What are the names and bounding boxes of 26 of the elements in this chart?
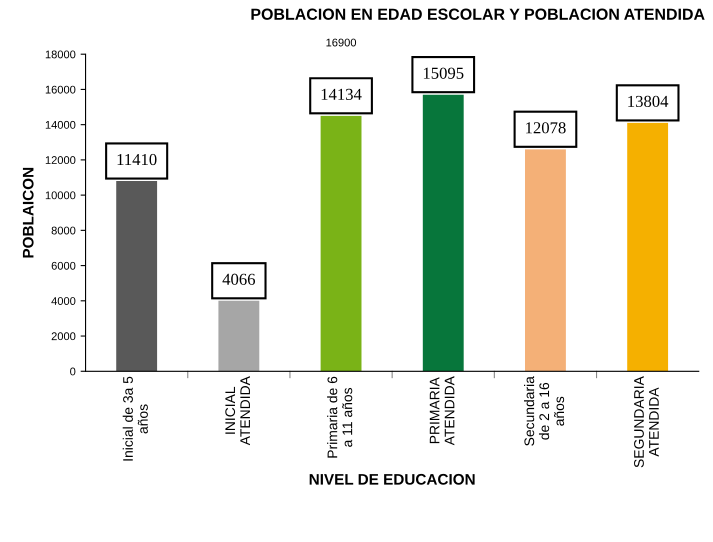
y-tick-label: 16000: [46, 86, 76, 94]
x-tick-label: SEGUNDARIA ATENDIDA: [634, 376, 659, 468]
text: 16900: [326, 38, 356, 46]
y-tick-label: 12000: [46, 156, 76, 164]
y-tick-label: 8000: [52, 226, 76, 234]
x-tick-label: Inicial de 3a 5 años: [122, 376, 148, 461]
y-tick-label: 10000: [46, 191, 76, 200]
y-tick-label: 0: [70, 368, 76, 376]
annotation: 4066: [222, 274, 256, 285]
annotation: 11410: [118, 154, 157, 166]
annotation: 13804: [628, 96, 668, 108]
x-tick-label: Primaria de 6 a 11 años: [327, 376, 352, 458]
y-axis-title: POBLAICON: [22, 168, 34, 258]
y-tick-label: 14000: [46, 120, 76, 129]
annotation: 14134: [322, 88, 362, 100]
x-tick-label: Secundaria de 2 a 16 años: [524, 376, 564, 446]
annotation: 12078: [526, 122, 566, 134]
y-tick-label: 18000: [46, 50, 76, 58]
x-tick-label: PRIMARIA ATENDIDA: [430, 376, 454, 446]
annotation: 15095: [424, 68, 464, 79]
x-tick-label: INICIAL ATENDIDA: [225, 376, 250, 446]
y-tick-label: 6000: [52, 262, 76, 270]
x-axis-title: NIVEL DE EDUCACION: [310, 474, 475, 485]
chart-title: POBLACION EN EDAD ESCOLAR Y POBLACION ATENDIDA: [251, 8, 705, 20]
y-tick-label: 2000: [52, 332, 76, 340]
y-tick-label: 4000: [51, 297, 76, 305]
